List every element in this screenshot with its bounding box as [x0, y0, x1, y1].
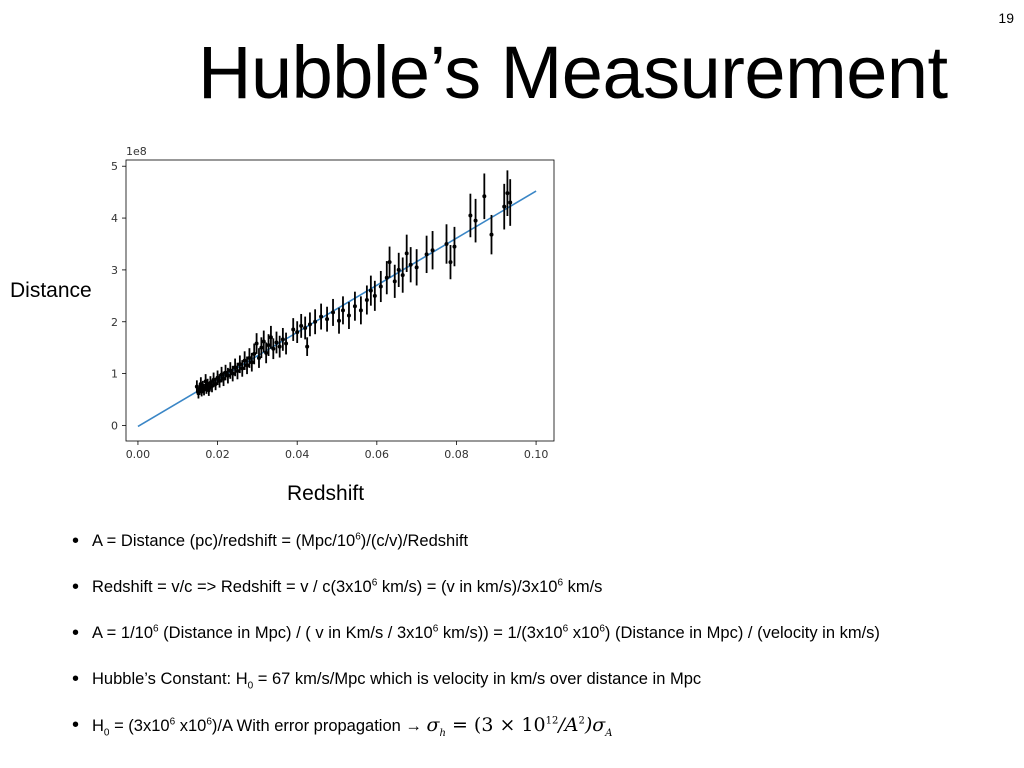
bullet-list: A = Distance (pc)/redshift = (Mpc/106)/(…: [72, 530, 880, 760]
slide-number: 19: [998, 10, 1014, 26]
data-point: [473, 218, 478, 223]
y-tick-label: 1: [111, 368, 118, 381]
data-point: [452, 244, 457, 249]
data-point: [387, 260, 392, 265]
y-offset-label: 1e8: [126, 145, 147, 158]
data-point: [268, 335, 273, 340]
data-point: [396, 267, 401, 272]
bullet-item: A = 1/106 (Distance in Mpc) / ( v in Km/…: [72, 622, 880, 668]
error-propagation-formula: σh = (3 × 1012/A2)σA: [426, 714, 613, 739]
data-point: [215, 375, 220, 380]
data-point: [358, 308, 363, 313]
data-point: [219, 372, 224, 377]
data-point: [261, 339, 266, 344]
data-point: [225, 373, 230, 378]
data-point: [424, 252, 429, 257]
data-point: [256, 356, 261, 361]
data-point: [233, 365, 238, 370]
data-point: [245, 363, 250, 368]
data-point: [468, 213, 473, 218]
data-point: [259, 345, 264, 350]
data-point: [325, 317, 330, 322]
data-point: [313, 319, 318, 324]
data-point: [430, 248, 435, 253]
data-point: [364, 297, 369, 302]
data-point: [331, 310, 336, 315]
data-point: [337, 318, 342, 323]
data-point: [400, 273, 405, 278]
data-point: [254, 341, 259, 346]
data-point: [408, 262, 413, 267]
data-point: [284, 341, 289, 346]
data-point: [194, 384, 199, 389]
bullet-item: Redshift = v/c => Redshift = v / c(3x106…: [72, 576, 880, 622]
data-point: [198, 381, 203, 386]
bullet-item: A = Distance (pc)/redshift = (Mpc/106)/(…: [72, 530, 880, 576]
data-point: [307, 322, 312, 327]
data-point: [414, 265, 419, 270]
data-point: [211, 377, 216, 382]
data-point: [221, 376, 226, 381]
data-point: [444, 241, 449, 246]
data-point: [291, 327, 296, 332]
data-point: [237, 362, 242, 367]
data-point: [372, 293, 377, 298]
data-point: [352, 304, 357, 309]
data-point: [303, 325, 308, 330]
bullet-item: Hubble’s Constant: H0 = 67 km/s/Mpc whic…: [72, 668, 880, 714]
y-tick-label: 5: [111, 160, 118, 173]
x-axis-title: Redshift: [287, 482, 365, 505]
x-tick-label: 0.08: [444, 448, 469, 461]
data-point: [242, 358, 247, 363]
data-point: [277, 344, 282, 349]
data-point: [448, 260, 453, 265]
x-tick-label: 0.06: [365, 448, 390, 461]
data-point: [213, 381, 218, 386]
data-point: [217, 378, 222, 383]
data-point: [299, 323, 304, 328]
data-point: [271, 346, 276, 351]
data-point: [280, 337, 285, 342]
data-point: [368, 288, 373, 293]
data-point: [274, 340, 279, 345]
data-point: [340, 308, 345, 313]
data-point: [404, 251, 409, 256]
y-tick-label: 3: [111, 264, 118, 277]
data-point: [247, 356, 252, 361]
bullet-item: H0 = (3x106 x106)/A With error propagati…: [72, 714, 880, 760]
data-point: [489, 232, 494, 237]
x-tick-label: 0.00: [126, 448, 151, 461]
data-point: [266, 343, 271, 348]
data-point: [230, 371, 235, 376]
data-point: [482, 194, 487, 199]
y-tick-label: 0: [111, 419, 118, 432]
slide-title: Hubble’s Measurement: [198, 31, 948, 114]
data-point: [252, 351, 257, 356]
data-point: [384, 275, 389, 280]
data-point: [378, 284, 383, 289]
data-point: [249, 360, 254, 365]
data-point: [235, 369, 240, 374]
data-point: [508, 200, 513, 205]
data-point: [505, 191, 510, 196]
x-tick-label: 0.04: [285, 448, 310, 461]
hubble-scatter-plot: 0 1 2 3 4 5 0.00 0.02 0.04 0.06 0.08 0.10 1e8: [111, 145, 555, 461]
data-point: [264, 350, 269, 355]
y-tick-label: 4: [111, 212, 118, 225]
x-tick-label: 0.02: [205, 448, 230, 461]
x-tick-label: 0.10: [524, 448, 549, 461]
plot-frame: [125, 159, 555, 442]
data-point: [295, 330, 300, 335]
data-point: [392, 279, 397, 284]
y-tick-label: 2: [111, 316, 118, 329]
data-point: [319, 314, 324, 319]
data-point: [346, 313, 351, 318]
data-point: [228, 368, 233, 373]
data-point: [203, 379, 208, 384]
data-point: [240, 366, 245, 371]
data-point: [502, 204, 507, 209]
data-point: [305, 344, 310, 349]
y-axis-title: Distance: [10, 279, 92, 302]
data-point: [223, 370, 228, 375]
